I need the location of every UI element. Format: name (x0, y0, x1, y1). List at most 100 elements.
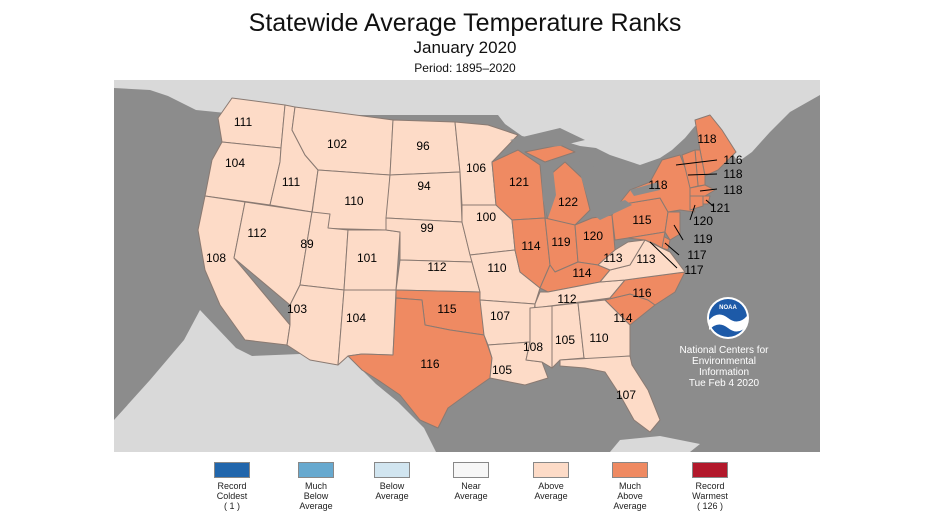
rank-label-co: 101 (357, 251, 377, 265)
caribbean-islands (610, 436, 700, 452)
rank-label-vt: 118 (723, 167, 742, 181)
leader-line-ri (705, 199, 714, 207)
legend-label: Record Coldest( 1 ) (187, 481, 277, 511)
rank-label-fl: 107 (616, 388, 636, 402)
leader-line-ma (699, 188, 718, 192)
legend-label-line: Near (461, 481, 481, 491)
rank-label-mn: 106 (466, 161, 486, 175)
state-new-jersey (664, 211, 681, 241)
rank-label-md: 117 (684, 263, 703, 277)
legend-label: Below Average (347, 481, 437, 501)
rank-label-id: 111 (282, 175, 301, 189)
legend-label-line: Average (613, 501, 647, 511)
agency-date: Tue Feb 4 2020 (688, 378, 760, 389)
rank-label-ca: 108 (206, 251, 226, 265)
rank-label-pa: 115 (632, 213, 651, 227)
rank-label-mo: 110 (487, 261, 506, 275)
state-oregon (204, 141, 282, 206)
legend-label-line: Average (299, 501, 333, 511)
legend-item: Below Average (347, 462, 437, 501)
agency-line-2: Environmental (692, 356, 756, 367)
lake-michigan (541, 160, 556, 218)
agency-line-1: National Centers for (679, 345, 769, 356)
legend-swatch (533, 462, 569, 478)
legend-label-line: ( 126 ) (696, 501, 723, 511)
rank-label-va: 113 (636, 252, 655, 266)
lake-superior (510, 128, 585, 148)
leader-line-md (649, 241, 678, 269)
rank-label-nh: 116 (723, 153, 742, 167)
rank-label-ri: 121 (710, 201, 730, 215)
rank-label-nj: 119 (693, 232, 712, 246)
rank-label-de: 117 (687, 248, 706, 262)
rank-label-nv: 112 (247, 226, 266, 240)
rank-label-in: 119 (551, 235, 570, 249)
rank-label-wy: 110 (344, 194, 363, 208)
rank-label-ma: 118 (723, 183, 742, 197)
rank-label-wv: 113 (603, 251, 622, 265)
legend-item: Much Below Average (271, 462, 361, 511)
rank-label-ar: 107 (490, 309, 510, 323)
legend-label-line: Below (379, 481, 405, 491)
rank-label-sd: 94 (417, 179, 431, 193)
state-texas (347, 297, 493, 429)
rank-label-ok: 115 (437, 302, 456, 316)
canada-landmass (114, 80, 820, 165)
rank-label-ne: 99 (420, 221, 434, 235)
us-temperature-rank-map: 111 104 108 111 112 102 110 89 103 101 104 96 94 99 11… (114, 80, 820, 452)
leader-line-vt (687, 173, 718, 176)
legend-swatch (214, 462, 250, 478)
legend-label: Near Average (426, 481, 516, 501)
legend-label-line: Above (538, 481, 564, 491)
lake-ontario (630, 182, 660, 196)
legend-item: Near Average (426, 462, 516, 501)
agency-credit: National Centers for Environmental Infor… (676, 345, 772, 389)
rank-label-nc: 116 (632, 286, 651, 300)
rank-label-tn: 112 (557, 292, 576, 306)
legend-swatch (453, 462, 489, 478)
legend-label: Much Above Average (585, 481, 675, 511)
rank-label-wi: 121 (509, 175, 529, 189)
lake-erie (590, 200, 632, 220)
rank-label-ms: 108 (523, 340, 543, 354)
leader-lines (649, 159, 718, 269)
noaa-logo-icon: NOAA (707, 297, 749, 339)
rank-label-az: 103 (287, 302, 307, 316)
map-title: Statewide Average Temperature Ranks (248, 9, 682, 37)
rank-label-la: 105 (492, 363, 512, 377)
rank-label-ut: 89 (300, 237, 314, 251)
rank-label-il: 114 (521, 239, 540, 253)
rank-label-me: 118 (697, 132, 716, 146)
legend-label-line: Below (303, 491, 329, 501)
legend-label-line: Record (695, 481, 725, 491)
map-subtitle: January 2020 (413, 38, 517, 57)
rank-label-tx: 116 (420, 357, 439, 371)
rank-label-ct: 120 (693, 214, 713, 228)
rank-label-ga: 110 (589, 331, 608, 345)
rank-label-ia: 100 (476, 210, 496, 224)
legend-label: Above Average (506, 481, 596, 501)
lake-huron (575, 160, 600, 200)
legend-label: Record Warmest( 126 ) (665, 481, 755, 511)
rank-label-al: 105 (555, 333, 575, 347)
mexico-landmass (114, 310, 436, 452)
legend-item: Much Above Average (585, 462, 675, 511)
rank-label-oh: 120 (583, 229, 603, 243)
leader-line-nh (675, 159, 718, 166)
rank-label-wa: 111 (234, 115, 253, 129)
legend-label-line: Warmest (692, 491, 728, 501)
rank-label-mi: 122 (558, 195, 578, 209)
svg-text:NOAA: NOAA (719, 305, 737, 311)
rank-label-ks: 112 (427, 260, 446, 274)
leader-line-ct (689, 204, 696, 221)
rank-label-mt: 102 (327, 137, 347, 151)
rank-label-or: 104 (225, 156, 245, 170)
legend-item: Record Coldest( 1 ) (187, 462, 277, 511)
leader-line-de (664, 242, 680, 256)
legend-label-line: ( 1 ) (223, 501, 240, 511)
legend-label-line: Average (534, 491, 568, 501)
legend-label-line: Record (217, 481, 247, 491)
map-period: Period: 1895–2020 (414, 61, 516, 75)
rank-label-ky: 114 (572, 266, 591, 280)
legend-item: Above Average (506, 462, 596, 501)
